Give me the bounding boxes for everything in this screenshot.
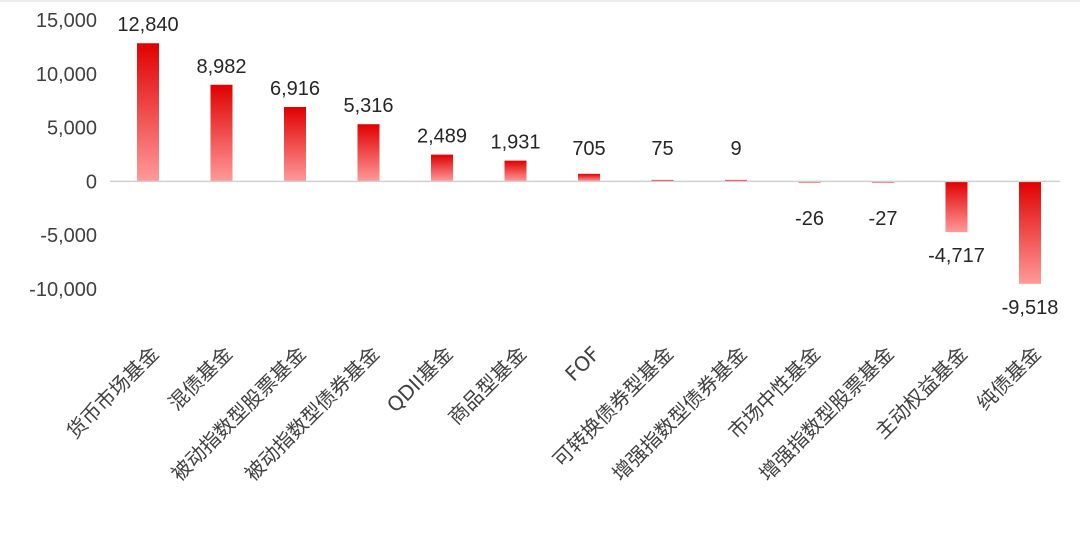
bar	[504, 160, 527, 182]
data-label: -9,518	[1002, 297, 1059, 319]
bar	[578, 173, 600, 182]
data-label: -26	[795, 208, 824, 230]
data-label: 9	[730, 138, 741, 160]
data-label: -4,717	[928, 245, 985, 267]
x-tick-label: 增强指数型股票基金	[754, 342, 898, 486]
x-tick-label: 被动指数型债券基金	[240, 342, 384, 486]
x-tick-label: 被动指数型股票基金	[166, 342, 310, 486]
data-label: -27	[869, 208, 898, 230]
x-tick-label: QDII基金	[382, 342, 458, 418]
data-label: 6,916	[270, 78, 320, 100]
y-tick-label: 15,000	[36, 10, 97, 32]
y-tick-label: 5,000	[47, 118, 97, 140]
bar	[137, 43, 159, 182]
data-label: 75	[651, 138, 673, 160]
y-axis: 15,000 10,000 5,000 0 -5,000 -10,000	[29, 10, 97, 301]
x-tick-label: 纯债基金	[972, 342, 1046, 416]
x-tick-label: 增强指数型债券基金	[607, 342, 751, 486]
bar	[284, 106, 306, 182]
data-label: 1,931	[490, 132, 540, 154]
x-tick-label: FOF	[560, 342, 604, 386]
data-label: 8,982	[196, 56, 246, 78]
y-tick-label: -5,000	[40, 225, 97, 247]
x-tick-label: 混债基金	[163, 342, 237, 416]
y-tick-label: 10,000	[36, 64, 97, 86]
bar	[357, 124, 380, 182]
y-tick-label: -10,000	[29, 279, 97, 301]
data-labels: 12,840 8,982 6,916 5,316 2,489 1,931 705 75 9 -26…	[117, 14, 1058, 319]
data-label: 2,489	[417, 126, 467, 148]
x-tick-label: 商品型基金	[443, 342, 531, 430]
x-tick-label: 货币市场基金	[62, 342, 164, 444]
bar	[210, 84, 233, 182]
bar	[1019, 181, 1041, 284]
data-label: 5,316	[343, 95, 393, 117]
bar	[945, 181, 968, 233]
data-label: 705	[572, 138, 605, 160]
bar	[431, 154, 453, 182]
y-tick-label: 0	[86, 171, 97, 193]
data-label: 12,840	[117, 14, 178, 36]
